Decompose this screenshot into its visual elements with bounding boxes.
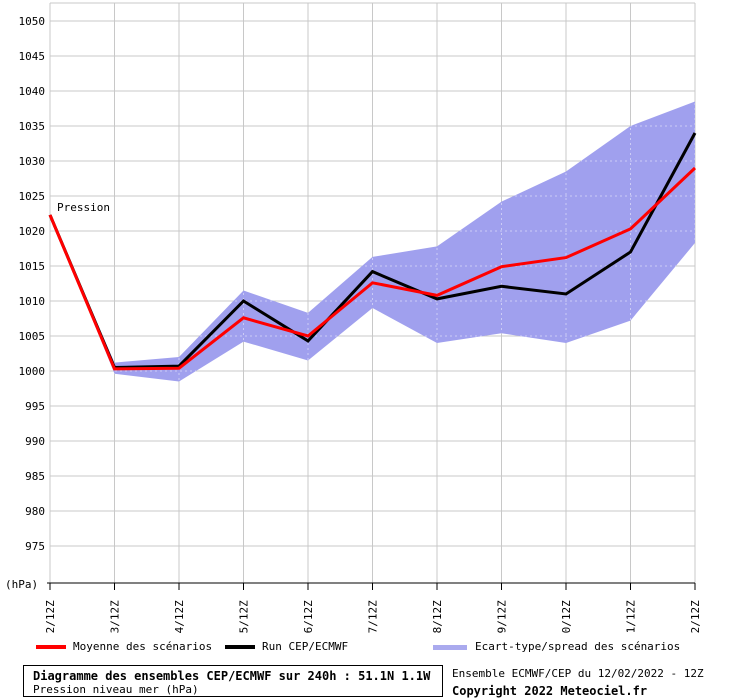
svg-text:21/12Z: 21/12Z: [625, 600, 638, 634]
svg-text:16/12Z: 16/12Z: [302, 600, 315, 634]
chart-title: Diagramme des ensembles CEP/ECMWF sur 24…: [33, 669, 431, 683]
svg-text:1015: 1015: [19, 260, 46, 273]
svg-text:1045: 1045: [19, 50, 46, 63]
chart-subtitle: Pression niveau mer (hPa): [33, 683, 199, 696]
svg-text:995: 995: [25, 400, 45, 413]
svg-text:12/12Z: 12/12Z: [44, 600, 57, 634]
svg-text:18/12Z: 18/12Z: [431, 600, 444, 634]
svg-text:17/12Z: 17/12Z: [367, 600, 380, 634]
chart-legend: Moyenne des scénarios Run CEP/ECMWF Ecar…: [0, 638, 740, 656]
legend-label-mean: Moyenne des scénarios: [73, 640, 213, 653]
svg-text:1050: 1050: [19, 15, 46, 28]
legend-swatch-run: [225, 645, 255, 649]
legend-swatch-spread: [433, 645, 467, 650]
svg-text:975: 975: [25, 540, 45, 553]
svg-text:985: 985: [25, 470, 45, 483]
chart-title-box: Diagramme des ensembles CEP/ECMWF sur 24…: [23, 665, 443, 697]
svg-text:1000: 1000: [19, 365, 46, 378]
pressure-annotation: Pression: [57, 201, 110, 214]
svg-text:19/12Z: 19/12Z: [496, 600, 509, 634]
svg-text:1035: 1035: [19, 120, 46, 133]
svg-text:1020: 1020: [19, 225, 46, 238]
svg-text:15/12Z: 15/12Z: [238, 600, 251, 634]
y-axis-unit-label: (hPa): [5, 578, 39, 591]
legend-label-spread: Ecart-type/spread des scénarios: [475, 640, 681, 653]
copyright-notice: Copyright 2022 Meteociel.fr: [452, 684, 648, 698]
svg-text:1005: 1005: [19, 330, 46, 343]
svg-text:20/12Z: 20/12Z: [560, 600, 573, 634]
svg-text:13/12Z: 13/12Z: [109, 600, 122, 634]
legend-swatch-mean: [36, 645, 66, 649]
svg-text:990: 990: [25, 435, 45, 448]
svg-text:22/12Z: 22/12Z: [689, 600, 702, 634]
svg-text:14/12Z: 14/12Z: [173, 600, 186, 634]
ensemble-run-info: Ensemble ECMWF/CEP du 12/02/2022 - 12Z: [452, 667, 704, 680]
pressure-ensemble-chart: 1050 1045 1040 1035 1030 1025 1020 1015 1010 1005…: [19, 2, 702, 634]
svg-text:1025: 1025: [19, 190, 46, 203]
legend-label-run: Run CEP/ECMWF: [262, 640, 349, 653]
svg-text:980: 980: [25, 505, 45, 518]
svg-text:1010: 1010: [19, 295, 46, 308]
svg-text:1040: 1040: [19, 85, 46, 98]
svg-text:1030: 1030: [19, 155, 46, 168]
